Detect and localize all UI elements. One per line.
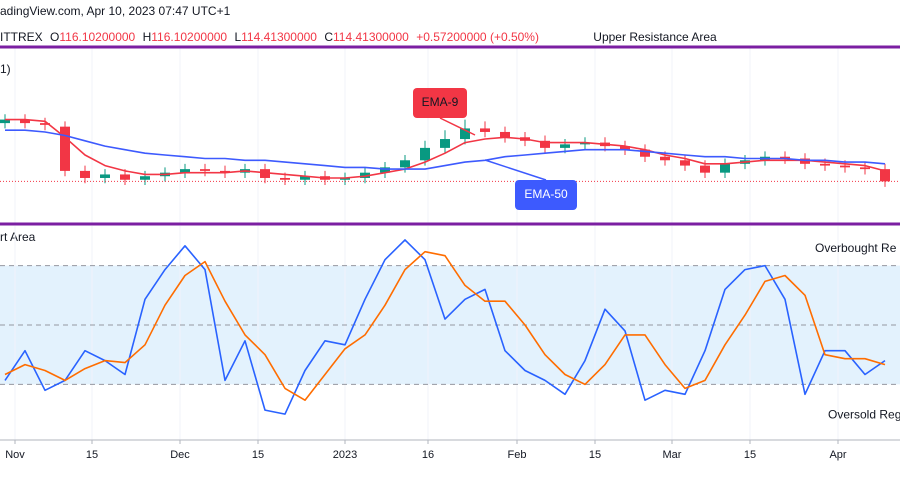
candle-body <box>120 174 130 180</box>
level-label: rt Area <box>0 230 36 244</box>
candle-body <box>780 156 790 159</box>
quote-key: O <box>50 30 59 44</box>
candle-body <box>840 165 850 168</box>
candle-body <box>880 169 890 182</box>
candle-body <box>560 144 570 148</box>
candle-body <box>340 177 350 180</box>
candle-body <box>220 170 230 173</box>
quote-key: C <box>324 30 333 44</box>
level-annotation: Oversold Reg <box>828 408 900 422</box>
candle-body <box>200 169 210 171</box>
candle-body <box>500 131 510 138</box>
candle-body <box>860 167 870 170</box>
candle-body <box>100 174 110 178</box>
legend-label: EMA-50 <box>524 187 568 201</box>
legend-box <box>413 88 467 118</box>
callout-pointer <box>439 117 476 136</box>
candle-body <box>820 163 830 166</box>
x-tick-label: 15 <box>589 449 601 461</box>
ema-line <box>5 118 886 179</box>
header-quote: ITTREX O116.10200000 H116.10200000 L114.… <box>0 30 539 44</box>
legend-box <box>515 180 577 210</box>
indicator-label: 1) <box>0 62 11 76</box>
x-tick-label: Mar <box>663 449 682 461</box>
x-tick-label: Dec <box>170 449 190 461</box>
quote-value: 114.41300000 <box>333 30 409 44</box>
callout-pointer <box>484 159 547 181</box>
candle-body <box>60 126 70 171</box>
candle-body <box>700 165 710 173</box>
level-annotation: Overbought Re <box>815 241 897 255</box>
quote-change: +0.57200000 (+0.50%) <box>416 30 539 44</box>
candle-body <box>440 139 450 148</box>
candle-body <box>540 140 550 148</box>
candle-body <box>180 169 190 173</box>
candle-body <box>480 128 490 132</box>
level-label: Upper Resistance Area <box>593 30 717 44</box>
candle-body <box>140 176 150 180</box>
candle-body <box>580 142 590 145</box>
x-tick-label: 15 <box>252 449 264 461</box>
candle-body <box>660 156 670 161</box>
quote-key: H <box>143 30 152 44</box>
candle-body <box>280 177 290 180</box>
ema-line <box>5 129 886 170</box>
candle-body <box>400 160 410 168</box>
x-tick-label: 15 <box>86 449 98 461</box>
candle-body <box>420 147 430 161</box>
candle-body <box>720 163 730 173</box>
x-tick-label: Feb <box>508 449 527 461</box>
candle-body <box>80 170 90 178</box>
oscillator-line <box>4 250 886 401</box>
candle-body <box>0 119 10 124</box>
candle-body <box>800 158 810 164</box>
x-tick-label: Apr <box>829 449 846 461</box>
candle-body <box>620 146 630 150</box>
quote-value: 116.10200000 <box>151 30 227 44</box>
candle-body <box>380 167 390 173</box>
candle-body <box>20 119 30 124</box>
oscillator-line <box>4 239 886 415</box>
quote-value: 116.10200000 <box>59 30 135 44</box>
x-tick-label: Nov <box>5 449 25 461</box>
candle-body <box>40 123 50 125</box>
x-tick-label: 2023 <box>333 449 357 461</box>
candle-body <box>300 176 310 180</box>
quote-value: 114.41300000 <box>241 30 317 44</box>
x-tick-label: 15 <box>744 449 756 461</box>
header-source: adingView.com, Apr 10, 2023 07:47 UTC+1 <box>0 4 231 18</box>
candle-body <box>460 128 470 140</box>
quote-key: L <box>234 30 241 44</box>
symbol: ITTREX <box>0 30 43 44</box>
candle-body <box>360 172 370 178</box>
candle-body <box>260 169 270 178</box>
x-tick-label: 16 <box>422 449 434 461</box>
legend-label: EMA-9 <box>422 95 459 109</box>
candle-body <box>640 149 650 157</box>
candle-body <box>680 160 690 166</box>
